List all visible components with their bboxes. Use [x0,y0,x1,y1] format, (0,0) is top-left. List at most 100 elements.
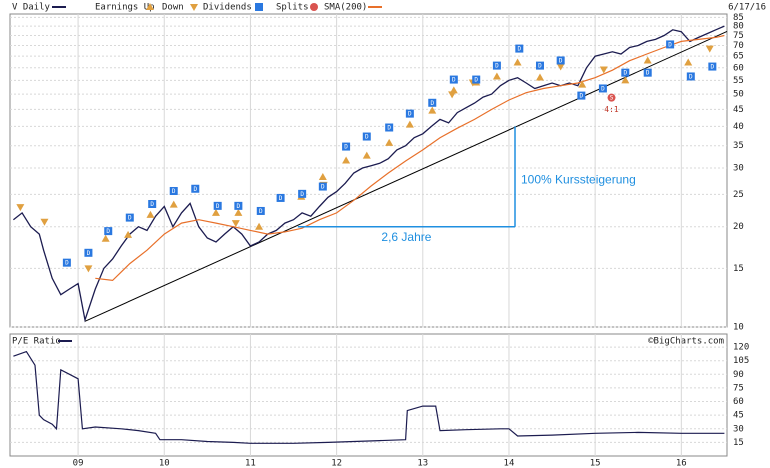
data-line [95,34,725,282]
pe-title: P/E Ratio [12,337,61,347]
earnings-up-marker [211,208,220,216]
dividend-marker [405,109,414,118]
dividend-marker [449,75,458,84]
dividend-label: D [87,250,91,257]
y-tick-label: 50 [733,90,744,100]
earnings-up-marker [362,151,371,159]
dividend-marker [492,61,501,70]
split-ratio: 4:1 [604,105,619,114]
dividend-marker [666,40,675,49]
dividend-label: D [601,85,605,92]
dividend-label: D [580,93,584,100]
dividend-label: D [689,73,693,80]
x-tick-label: 14 [504,459,515,468]
earnings-up-marker [101,234,110,242]
earnings-up-marker [535,73,544,81]
dividend-marker [686,72,695,81]
dividend-marker [125,213,134,222]
legend-label: SMA(200) [324,3,367,13]
dividend-label: D [172,188,176,195]
earnings-up-marker [385,138,394,146]
dividend-marker [577,91,586,100]
y-tick-label: 60 [733,397,744,407]
dividend-label: D [216,203,220,210]
dividend-label: D [259,208,263,215]
dividend-label: D [365,134,369,141]
dividend-marker [643,68,652,77]
dividend-label: D [279,195,283,202]
legend-label: V Daily [12,3,51,13]
earnings-up-marker [234,208,243,216]
dividend-marker [515,44,524,53]
dividend-label: D [150,201,154,208]
dividend-marker [472,75,481,84]
dividend-label: D [646,70,650,77]
y-tick-label: 105 [733,356,749,366]
dividend-marker [256,206,265,215]
y-tick-label: 55 [733,76,744,86]
legend-label: Splits [276,3,309,13]
earnings-up-marker [146,210,155,218]
y-tick-label: 90 [733,370,744,380]
date-label: 6/17/16 [728,3,766,13]
y-tick-label: 45 [733,105,744,115]
annotation-text: 100% Kurssteigerung [521,173,636,187]
dividend-label: D [495,63,499,70]
dividend-label: D [193,186,197,193]
dividend-label: D [711,64,715,71]
y-tick-label: 10 [733,323,744,333]
dividend-marker [385,123,394,132]
y-tick-label: 85 [733,13,744,23]
dividend-label: D [559,57,563,64]
earnings-up-marker [621,76,630,84]
dividend-label: D [623,70,627,77]
dividend-marker [318,182,327,191]
earnings-down-marker [231,220,240,228]
y-tick-label: 20 [733,222,744,232]
x-tick-label: 10 [159,459,170,468]
dividend-label: D [452,77,456,84]
dividend-label: D [237,203,241,210]
dividend-marker [535,61,544,70]
earnings-up-marker [342,156,351,164]
dividend-marker [708,62,717,71]
x-tick-label: 11 [245,459,256,468]
dividend-label: D [408,111,412,118]
dividend-label: D [321,184,325,191]
y-tick-label: 45 [733,411,744,421]
x-tick-label: 15 [590,459,601,468]
dividend-marker [213,201,222,210]
earnings-up-marker [124,230,133,238]
dividend-label: D [344,144,348,151]
price-panel [9,13,728,328]
dividend-marker [62,258,71,267]
dividend-label: D [106,228,110,235]
source-label: ©BigCharts.com [648,337,724,347]
y-tick-label: 60 [733,63,744,73]
dividend-marker [169,186,178,195]
dividend-label: D [128,215,132,222]
y-tick-label: 30 [733,424,744,434]
legend-swatch [146,3,154,10]
y-tick-label: 75 [733,31,744,41]
y-tick-label: 15 [733,264,744,274]
split-marker [607,93,616,102]
earnings-up-marker [169,200,178,208]
y-tick-label: 15 [733,438,744,448]
pe-panel [9,333,728,457]
legend-label: Down [162,3,184,13]
dividend-label: D [430,100,434,107]
earnings-up-marker [255,222,264,230]
y-tick-label: 30 [733,164,744,174]
earnings-up-marker [578,80,587,88]
x-tick-label: 12 [331,459,342,468]
split-label: S [610,95,614,102]
dividend-label: D [65,260,69,267]
earnings-down-marker [40,218,49,226]
earnings-up-marker [684,58,693,66]
dividend-marker [362,132,371,141]
legend-swatch [310,3,318,11]
earnings-down-marker [705,45,714,53]
x-tick-label: 16 [676,459,687,468]
